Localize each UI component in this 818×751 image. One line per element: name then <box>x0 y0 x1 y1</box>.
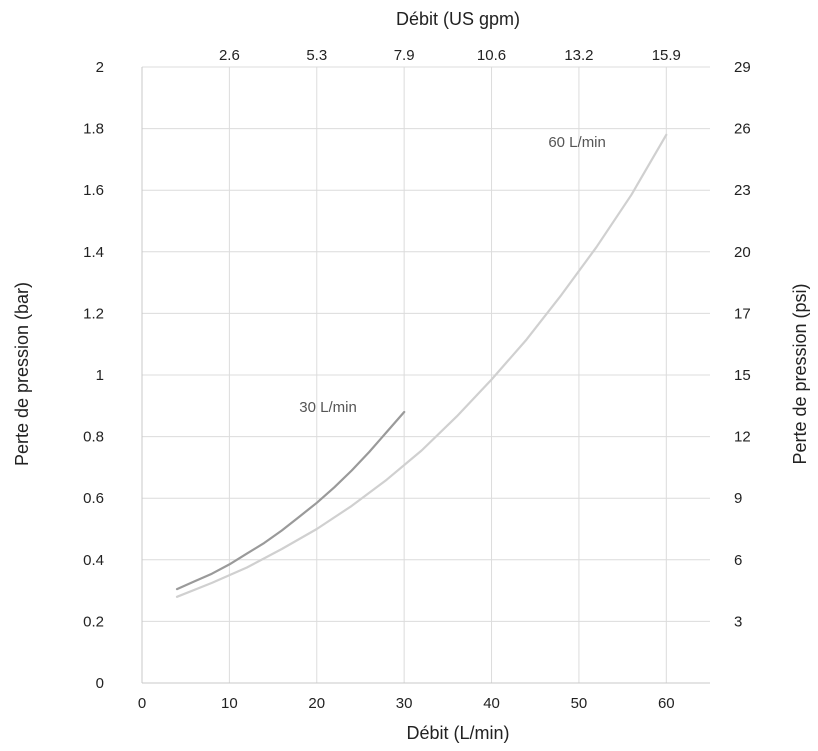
label-layer: 30 L/min 60 L/min <box>299 134 606 416</box>
y-tick-label: 1.4 <box>83 244 104 261</box>
y-tick-label: 1.8 <box>83 121 104 138</box>
y2-tick-label: 26 <box>734 121 751 138</box>
x2-tick-label: 13.2 <box>564 47 593 64</box>
x2-tick-label: 5.3 <box>306 47 327 64</box>
x-tick-label: 60 <box>658 695 675 712</box>
series-label-2: 60 L/min <box>548 134 606 151</box>
x2-axis-title: Débit (US gpm) <box>396 9 520 29</box>
y-tick-label: 1.6 <box>83 182 104 199</box>
x-tick-label: 10 <box>221 695 238 712</box>
axis-layer: 00.20.40.60.811.21.41.61.820 10 20 30 40 50 60… <box>83 47 751 712</box>
x2-tick-label: 15.9 <box>652 47 681 64</box>
x-tick-label: 40 <box>483 695 500 712</box>
x-tick-label: 0 <box>138 695 146 712</box>
y-tick-label: 0.2 <box>83 613 104 630</box>
y2-tick-label: 12 <box>734 429 751 446</box>
series-line-1 <box>177 412 404 589</box>
grid-layer <box>142 67 710 683</box>
y2-tick-label: 17 <box>734 305 751 322</box>
y-tick-label: 0.4 <box>83 552 104 569</box>
y2-tick-label: 29 <box>734 59 751 76</box>
y-tick-label: 1 <box>96 367 104 384</box>
y2-tick-label: 9 <box>734 490 742 507</box>
x2-tick-label: 7.9 <box>394 47 415 64</box>
y-tick-label: 2 <box>96 59 104 76</box>
x-tick-label: 20 <box>308 695 325 712</box>
x-tick-label: 30 <box>396 695 413 712</box>
x2-tick-label: 10.6 <box>477 47 506 64</box>
x-axis-title: Débit (L/min) <box>406 723 509 743</box>
y2-tick-label: 3 <box>734 613 742 630</box>
y-axis-title: Perte de pression (bar) <box>12 282 32 466</box>
y2-tick-label: 6 <box>734 552 742 569</box>
y-tick-label: 0.8 <box>83 429 104 446</box>
y2-axis-title: Perte de pression (psi) <box>790 283 810 464</box>
y-tick-label: 1.2 <box>83 305 104 322</box>
series-label-1: 30 L/min <box>299 399 357 416</box>
y2-tick-label: 23 <box>734 182 751 199</box>
y-tick-label: 0.6 <box>83 490 104 507</box>
x-tick-label: 50 <box>571 695 588 712</box>
series-line-2 <box>177 135 666 597</box>
y-tick-label: 0 <box>96 675 104 692</box>
y2-tick-label: 20 <box>734 244 751 261</box>
x2-tick-label: 2.6 <box>219 47 240 64</box>
y2-tick-label: 15 <box>734 367 751 384</box>
series-layer <box>177 135 666 597</box>
